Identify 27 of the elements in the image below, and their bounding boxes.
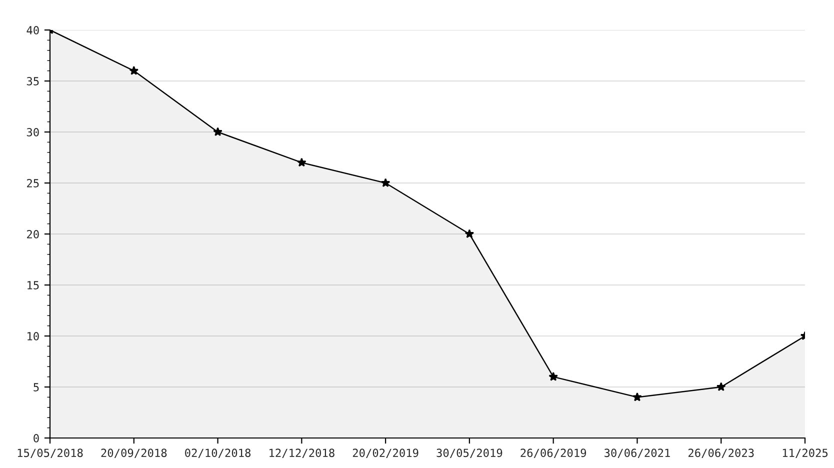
- x-tick-label: 26/06/2023: [688, 448, 754, 458]
- y-tick-label: 0: [34, 434, 39, 442]
- y-tick-label: 40: [26, 26, 39, 34]
- point: [716, 382, 726, 392]
- y-tick-label: 35: [26, 77, 39, 86]
- y-tick-label: 30: [26, 128, 39, 136]
- y-tick-label: 10: [28, 332, 39, 340]
- x-tick-label: 12/12/2018: [270, 448, 334, 458]
- x-tick-label: 02/10/2018: [185, 448, 251, 458]
- x-tick-label: 30/06/2021: [604, 448, 670, 458]
- x-tick-label: 30/05/2019: [436, 448, 502, 458]
- point: [297, 158, 306, 167]
- x-tick-label: 11/2025: [782, 448, 828, 458]
- point: [464, 229, 474, 238]
- point: [548, 372, 558, 381]
- y-tick-label: 25: [27, 179, 39, 188]
- point: [129, 66, 139, 75]
- point: [213, 127, 222, 136]
- y-tick-label: 20: [27, 230, 39, 238]
- y-tick-label: 5: [34, 383, 39, 392]
- x-tick-label: 20/02/2019: [352, 448, 418, 458]
- x-tick-label: 15/05/2018: [18, 448, 83, 458]
- point: [380, 178, 390, 188]
- x-tick-label: 26/06/2019: [520, 448, 586, 458]
- x-tick-label: 20/09/2018: [101, 448, 167, 458]
- point: [632, 392, 642, 402]
- y-tick-label: 15: [28, 281, 39, 290]
